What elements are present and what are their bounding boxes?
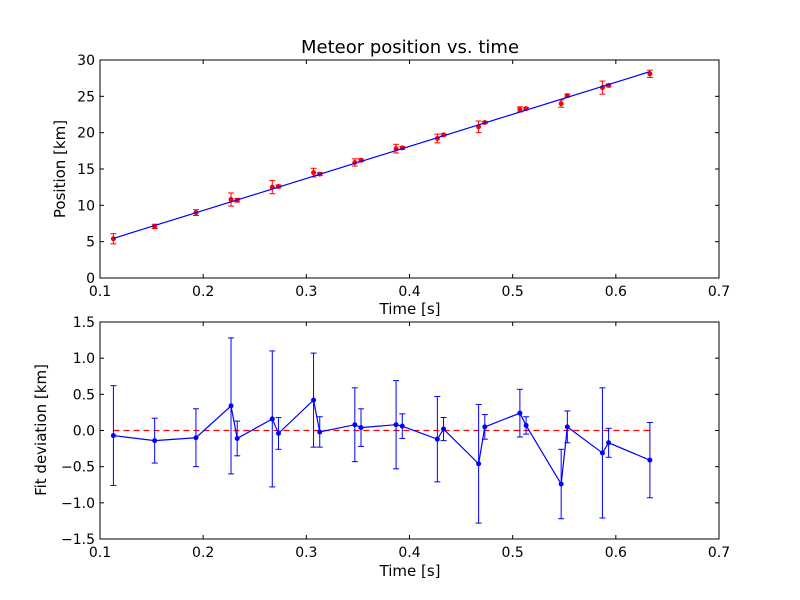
data-point (311, 397, 317, 403)
x-tick-label: 0.4 (398, 284, 420, 300)
x-tick-label: 0.2 (192, 545, 214, 561)
plot-area (110, 69, 653, 245)
data-point (110, 433, 116, 439)
data-point (228, 403, 234, 409)
data-point (434, 436, 440, 442)
x-tick-label: 0.5 (502, 284, 524, 300)
y-tick-label: −1.5 (61, 532, 95, 548)
y-tick-label: 20 (77, 126, 95, 142)
x-axis-label: Time [s] (379, 562, 441, 580)
y-tick-label: 1.5 (73, 315, 95, 331)
data-point (352, 422, 358, 428)
data-point (599, 450, 605, 456)
data-point (358, 425, 364, 431)
y-tick-label: 30 (77, 53, 95, 69)
data-point (558, 481, 564, 487)
position-chart: Meteor position vs. time 0.1 0.2 0.3 0.4 0.5… (51, 37, 730, 318)
data-point (275, 430, 281, 436)
y-tick-label: −0.5 (61, 460, 95, 476)
y-tick-label: 0.5 (73, 387, 95, 403)
x-tick-label: 0.3 (295, 545, 317, 561)
x-axis-ticks: 0.1 0.2 0.3 0.4 0.5 0.6 0.7 (89, 322, 730, 561)
data-point (647, 457, 653, 463)
deviation-line (113, 398, 651, 486)
deviation-chart: 0.1 0.2 0.3 0.4 0.5 0.6 0.7 −1.5 −1.0 −0.5 0.0 0.5… (32, 315, 730, 580)
y-tick-label: −1.0 (61, 496, 95, 512)
x-tick-label: 0.5 (502, 545, 524, 561)
y-axis-label: Fit deviation [km] (32, 364, 50, 496)
plot-area (110, 337, 653, 524)
y-axis-ticks: −1.5 −1.0 −0.5 0.0 0.5 1.0 1.5 (61, 315, 719, 548)
data-point (317, 429, 323, 435)
data-point (234, 435, 240, 441)
data-point (558, 101, 564, 107)
data-point (441, 426, 447, 432)
data-point (193, 435, 199, 441)
data-point (517, 410, 523, 416)
x-tick-label: 0.1 (89, 284, 111, 300)
y-tick-label: 0.0 (73, 424, 95, 440)
x-tick-label: 0.3 (295, 284, 317, 300)
data-point (517, 106, 523, 112)
data-point (564, 424, 570, 430)
fit-line (113, 71, 651, 239)
x-tick-label: 0.6 (605, 545, 627, 561)
x-tick-label: 0.7 (708, 545, 730, 561)
y-tick-label: 1.0 (73, 351, 95, 367)
data-point (393, 422, 399, 428)
y-tick-label: 0 (86, 271, 95, 287)
data-point (476, 461, 482, 467)
x-tick-label: 0.6 (605, 284, 627, 300)
chart-title: Meteor position vs. time (301, 37, 519, 58)
data-point (269, 416, 275, 422)
y-tick-label: 25 (77, 89, 95, 105)
data-point (399, 423, 405, 429)
x-tick-label: 0.1 (89, 545, 111, 561)
y-tick-label: 10 (77, 198, 95, 214)
y-tick-label: 5 (86, 235, 95, 251)
x-tick-label: 0.2 (192, 284, 214, 300)
y-axis-ticks: 0 5 10 15 20 25 30 (77, 53, 719, 287)
x-axis-label: Time [s] (379, 300, 441, 318)
data-point (152, 438, 158, 444)
x-axis-ticks: 0.1 0.2 0.3 0.4 0.5 0.6 0.7 (89, 60, 730, 300)
y-axis-label: Position [km] (51, 120, 69, 218)
y-tick-label: 15 (77, 162, 95, 178)
x-tick-label: 0.7 (708, 284, 730, 300)
x-tick-label: 0.4 (398, 545, 420, 561)
data-point (311, 170, 317, 176)
data-point (482, 424, 488, 430)
data-point (523, 422, 529, 428)
data-point (606, 440, 612, 446)
